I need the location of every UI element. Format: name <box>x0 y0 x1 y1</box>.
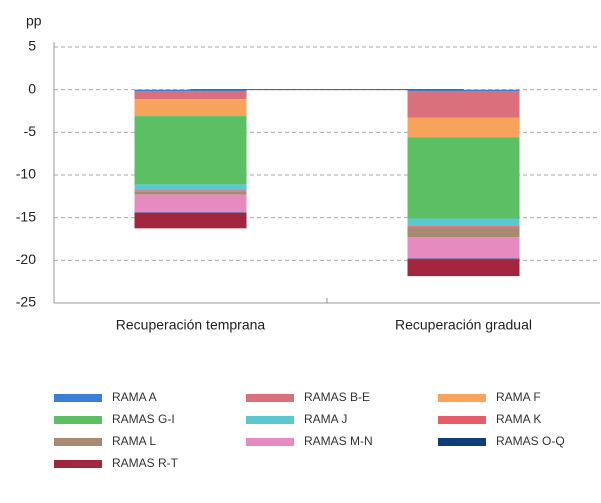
x-tick-label: Recuperación gradual <box>395 317 532 333</box>
legend-swatch <box>246 394 294 402</box>
x-tick-label: Recuperación temprana <box>116 317 266 333</box>
bar-segment <box>135 116 247 184</box>
bar-segment <box>135 213 247 228</box>
bar-segment <box>408 219 520 227</box>
legend-label: RAMAS M-N <box>304 434 373 448</box>
bar-segment <box>135 99 247 116</box>
legend-swatch <box>438 416 486 424</box>
bar-segment <box>135 184 247 190</box>
legend-swatch <box>438 438 486 446</box>
bar-segment <box>135 195 247 213</box>
y-tick-label: -5 <box>24 123 37 139</box>
y-tick-label: 0 <box>28 80 36 96</box>
y-tick-label: -25 <box>16 294 36 310</box>
legend-label: RAMA J <box>304 412 347 426</box>
bar-segment <box>408 91 520 117</box>
bar-segment <box>408 237 520 258</box>
y-tick-label: -10 <box>16 166 36 182</box>
bar-segment <box>408 259 520 276</box>
bar-segment <box>135 190 247 191</box>
y-tick-label: -20 <box>16 251 36 267</box>
legend-swatch <box>54 460 102 468</box>
legend-swatch <box>246 438 294 446</box>
bar-segment <box>408 137 520 218</box>
legend-label: RAMAS G-I <box>112 412 175 426</box>
legend-label: RAMAS R-T <box>112 456 179 470</box>
y-tick-label: 5 <box>28 38 36 54</box>
legend-swatch <box>246 416 294 424</box>
legend-swatch <box>54 438 102 446</box>
bar-segment <box>408 118 520 138</box>
legend-label: RAMAS O-Q <box>496 434 565 448</box>
legend-label: RAMAS B-E <box>304 390 370 404</box>
legend-label: RAMA F <box>496 390 541 404</box>
legend-swatch <box>54 416 102 424</box>
legend-label: RAMA K <box>496 412 541 426</box>
y-axis-label: pp <box>26 13 42 29</box>
bar-segment <box>408 227 520 237</box>
legend-label: RAMA L <box>112 434 156 448</box>
bar-segment <box>408 226 520 227</box>
legend-swatch <box>54 394 102 402</box>
y-tick-label: -15 <box>16 208 36 224</box>
legend-label: RAMA A <box>112 390 157 404</box>
bar-segment <box>135 191 247 194</box>
legend-swatch <box>438 394 486 402</box>
bar-segment <box>135 91 247 99</box>
